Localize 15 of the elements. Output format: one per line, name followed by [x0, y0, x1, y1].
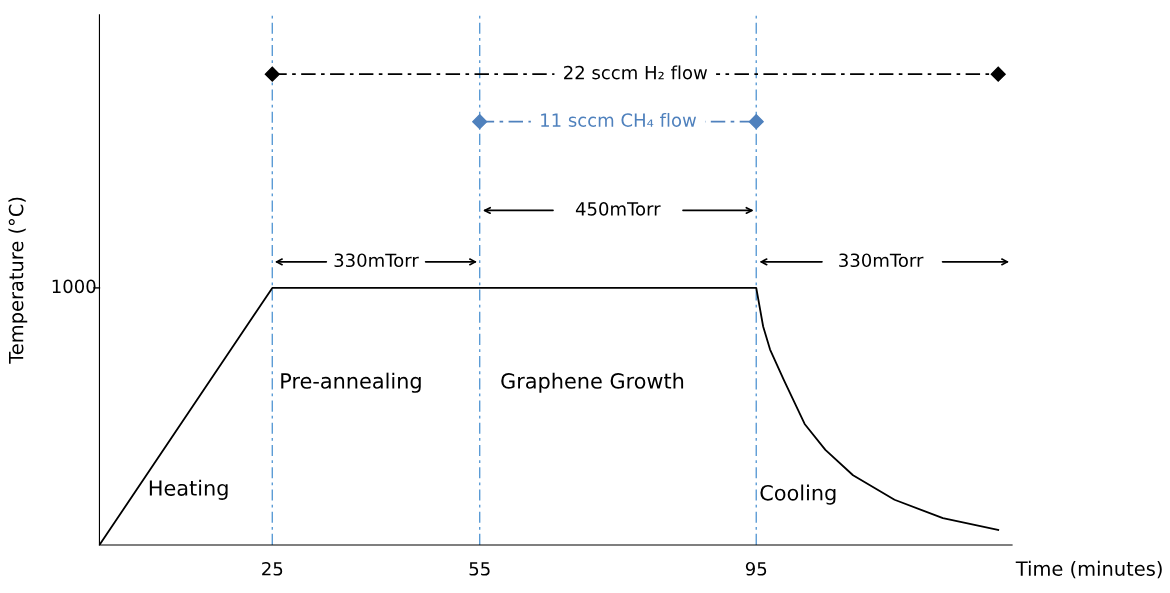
series-label: 11 sccm CH₄ flow	[541, 112, 697, 127]
annotation: Pre-annealing	[281, 372, 421, 393]
x-tick-label: 55	[469, 562, 490, 576]
x-tick-label: 25	[262, 561, 283, 576]
series-label: 22 sccm H₂ flow	[564, 65, 708, 80]
annotation: 330mTorr	[334, 253, 419, 268]
annotation: 450mTorr	[575, 202, 661, 216]
annotation: Graphene Growth	[501, 372, 684, 393]
annotation: Heating	[149, 479, 228, 500]
annotation: Cooling	[760, 484, 836, 505]
x-axis-title: Time (minutes)	[1015, 560, 1162, 579]
y-axis-title: Temperature (°C)	[8, 197, 28, 364]
text: 1000	[52, 279, 96, 294]
x-tick-label: 95	[745, 561, 767, 576]
annotation: 330mTorr	[839, 253, 924, 268]
